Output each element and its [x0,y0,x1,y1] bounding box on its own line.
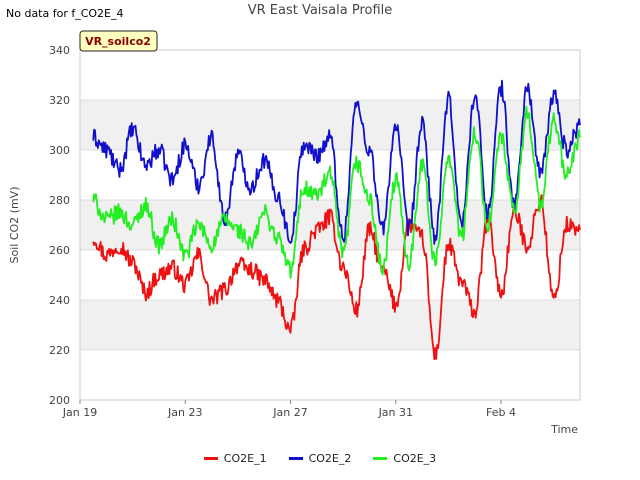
x-tick-label: Jan 19 [62,406,97,419]
y-tick-label: 340 [49,44,70,57]
legend-swatch [288,457,303,460]
y-tick-label: 300 [49,144,70,157]
x-tick-label: Jan 31 [378,406,413,419]
y-tick-label: 240 [49,294,70,307]
y-tick-label: 280 [49,194,70,207]
x-tick-labels: Jan 19 Jan 23 Jan 27 Jan 31 Feb 4 [62,400,516,419]
y-axis-label: Soil CO2 (mV) [8,187,21,264]
series-line-co2e-3 [92,105,581,279]
y-tick-label: 260 [49,244,70,257]
x-tick-label: Jan 27 [272,406,307,419]
legend-label: CO2E_1 [223,452,267,465]
series-line-co2e-1 [92,194,581,361]
legend-item-co2e-2: CO2E_2 [288,452,352,465]
legend-swatch [203,457,218,460]
badge: VR_soilco2 [79,30,158,52]
legend-swatch [373,457,388,460]
legend-label: CO2E_3 [393,452,437,465]
legend: CO2E_1 CO2E_2 CO2E_3 [0,452,640,465]
no-data-note: No data for f_CO2E_4 [6,7,124,20]
y-tick-label: 220 [49,344,70,357]
x-tick-label: Feb 4 [486,406,516,419]
series-line-co2e-2 [92,79,581,245]
series-lines [92,79,581,361]
x-tick-label: Jan 23 [167,406,202,419]
legend-label: CO2E_2 [308,452,352,465]
y-tick-labels: 200 220 240 260 280 300 320 340 [49,44,70,407]
badge-label: VR_soilco2 [85,35,151,48]
badge-box [79,30,158,52]
legend-item-co2e-3: CO2E_3 [373,452,436,465]
plot-frame [79,49,581,401]
legend-item-co2e-1: CO2E_1 [203,452,267,465]
chart-title: VR East Vaisala Profile [247,3,393,18]
y-tick-label: 200 [49,394,70,407]
y-tick-label: 320 [49,94,70,107]
x-axis-label: Time [550,423,578,436]
grid-band [80,300,580,350]
